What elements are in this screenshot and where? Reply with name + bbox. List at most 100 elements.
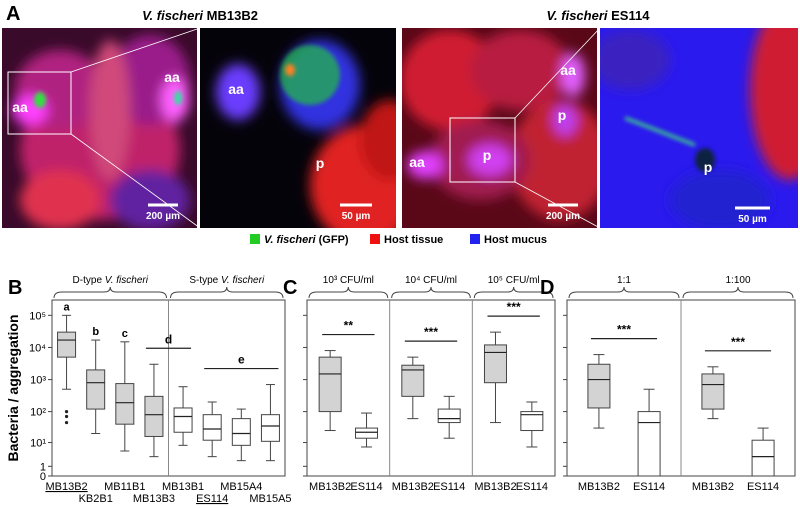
group-label: 10³ CFU/ml — [323, 275, 374, 286]
image-label: aa — [12, 99, 28, 115]
title-strain: MB13B2 — [207, 8, 258, 23]
category-label: MB13B1 — [162, 481, 204, 493]
group-label: D-type V. fischeri — [73, 275, 149, 286]
category-label: MB13B3 — [133, 493, 175, 505]
annotation: e — [238, 353, 245, 367]
box — [751, 439, 775, 477]
image-label: aa — [164, 69, 180, 85]
group-label-text: 1:1 — [617, 275, 631, 286]
image-label: aa — [560, 62, 576, 78]
plot-frame — [306, 299, 556, 477]
category-label: MB13B2 — [578, 481, 620, 493]
panel-title: V. fischeri ES114 — [547, 8, 651, 23]
panel-title: V. fischeri MB13B2 — [142, 8, 258, 23]
legend-label: Host tissue — [384, 234, 443, 246]
box — [202, 414, 222, 441]
category-label: ES114 — [350, 481, 382, 493]
image-label: p — [483, 147, 492, 163]
legend-swatch — [250, 234, 260, 244]
panel-letter: D — [540, 277, 554, 299]
legend-text: Host tissue — [384, 234, 443, 246]
annotation: b — [92, 326, 99, 338]
micrograph — [402, 28, 597, 228]
y-tick-label: 1 — [40, 461, 46, 473]
group-label-text: 10³ CFU/ml — [323, 275, 374, 286]
legend-text: (GFP) — [319, 234, 349, 246]
legend-swatch — [470, 234, 480, 244]
annotation: d — [165, 332, 172, 346]
group-label-italic: V. fischeri — [221, 275, 265, 286]
category-label: MB13B2 — [692, 481, 734, 493]
scale-bar-label: 50 µm — [738, 214, 767, 225]
zoom-box — [7, 71, 72, 135]
box — [57, 331, 77, 358]
group-label: 10⁵ CFU/ml — [488, 275, 540, 286]
micrograph — [200, 28, 396, 228]
image-label: aa — [228, 81, 244, 97]
legend-text: Host mucus — [484, 234, 547, 246]
legend-italic: V. fischeri — [264, 234, 317, 246]
box — [173, 407, 193, 433]
y-tick-label: 10³ — [30, 375, 46, 387]
annotation: *** — [507, 300, 521, 314]
group-label: 1:1 — [617, 275, 631, 286]
scale-bar-label: 200 µm — [146, 211, 180, 222]
category-label: MB15A5 — [249, 493, 291, 505]
group-label: 1:100 — [725, 275, 750, 286]
scale-bar-label: 200 µm — [546, 211, 580, 222]
annotation: a — [64, 301, 71, 313]
annotation: *** — [731, 335, 745, 349]
image-label: p — [316, 155, 325, 171]
group-label: 10⁴ CFU/ml — [405, 275, 457, 286]
zoom-box — [449, 117, 516, 183]
box — [520, 411, 544, 432]
y-tick-label: 10² — [30, 407, 46, 419]
y-tick-label: 10⁵ — [29, 310, 46, 322]
group-label-italic: V. fischeri — [105, 275, 149, 286]
zoom-line — [70, 27, 201, 73]
group-brace — [473, 286, 554, 299]
title-italic: V. fischeri — [142, 8, 203, 23]
y-axis-label: Bacteria / aggregation — [5, 314, 21, 461]
y-tick-label: 0 — [40, 471, 46, 483]
panel-letter: A — [6, 3, 20, 25]
legend-swatch — [370, 234, 380, 244]
zoom-line — [70, 133, 201, 229]
micrograph — [2, 28, 197, 228]
box — [318, 356, 342, 413]
panel-letter: B — [8, 277, 22, 299]
image-label: p — [558, 107, 567, 123]
box — [86, 369, 106, 410]
annotation: *** — [424, 325, 438, 339]
category-label: ES114 — [516, 481, 548, 493]
group-brace — [682, 286, 794, 299]
category-label: KB2B1 — [79, 493, 113, 505]
category-label: ES114 — [196, 493, 228, 505]
category-label: MB15A4 — [220, 481, 262, 493]
box — [701, 373, 725, 410]
group-brace — [308, 286, 389, 299]
outlier — [64, 409, 69, 414]
group-brace — [53, 286, 167, 299]
category-label: ES114 — [433, 481, 465, 493]
box — [115, 383, 135, 425]
group-label-text: 1:100 — [725, 275, 750, 286]
category-label: MB13B2 — [392, 481, 434, 493]
title-strain: ES114 — [611, 8, 650, 23]
box — [437, 408, 461, 424]
y-tick-label: 10⁴ — [29, 342, 46, 354]
outlier — [64, 420, 69, 425]
title-italic: V. fischeri — [547, 8, 608, 23]
box — [637, 411, 661, 477]
legend-label: V. fischeri (GFP) — [264, 234, 349, 246]
group-label-text: D-type — [73, 275, 103, 286]
group-brace — [170, 286, 284, 299]
box — [144, 395, 164, 437]
image-label: aa — [409, 154, 425, 170]
scale-bar-label: 50 µm — [342, 211, 371, 222]
box — [587, 363, 611, 409]
box — [231, 418, 251, 446]
box — [260, 414, 280, 442]
micrograph — [600, 28, 798, 228]
